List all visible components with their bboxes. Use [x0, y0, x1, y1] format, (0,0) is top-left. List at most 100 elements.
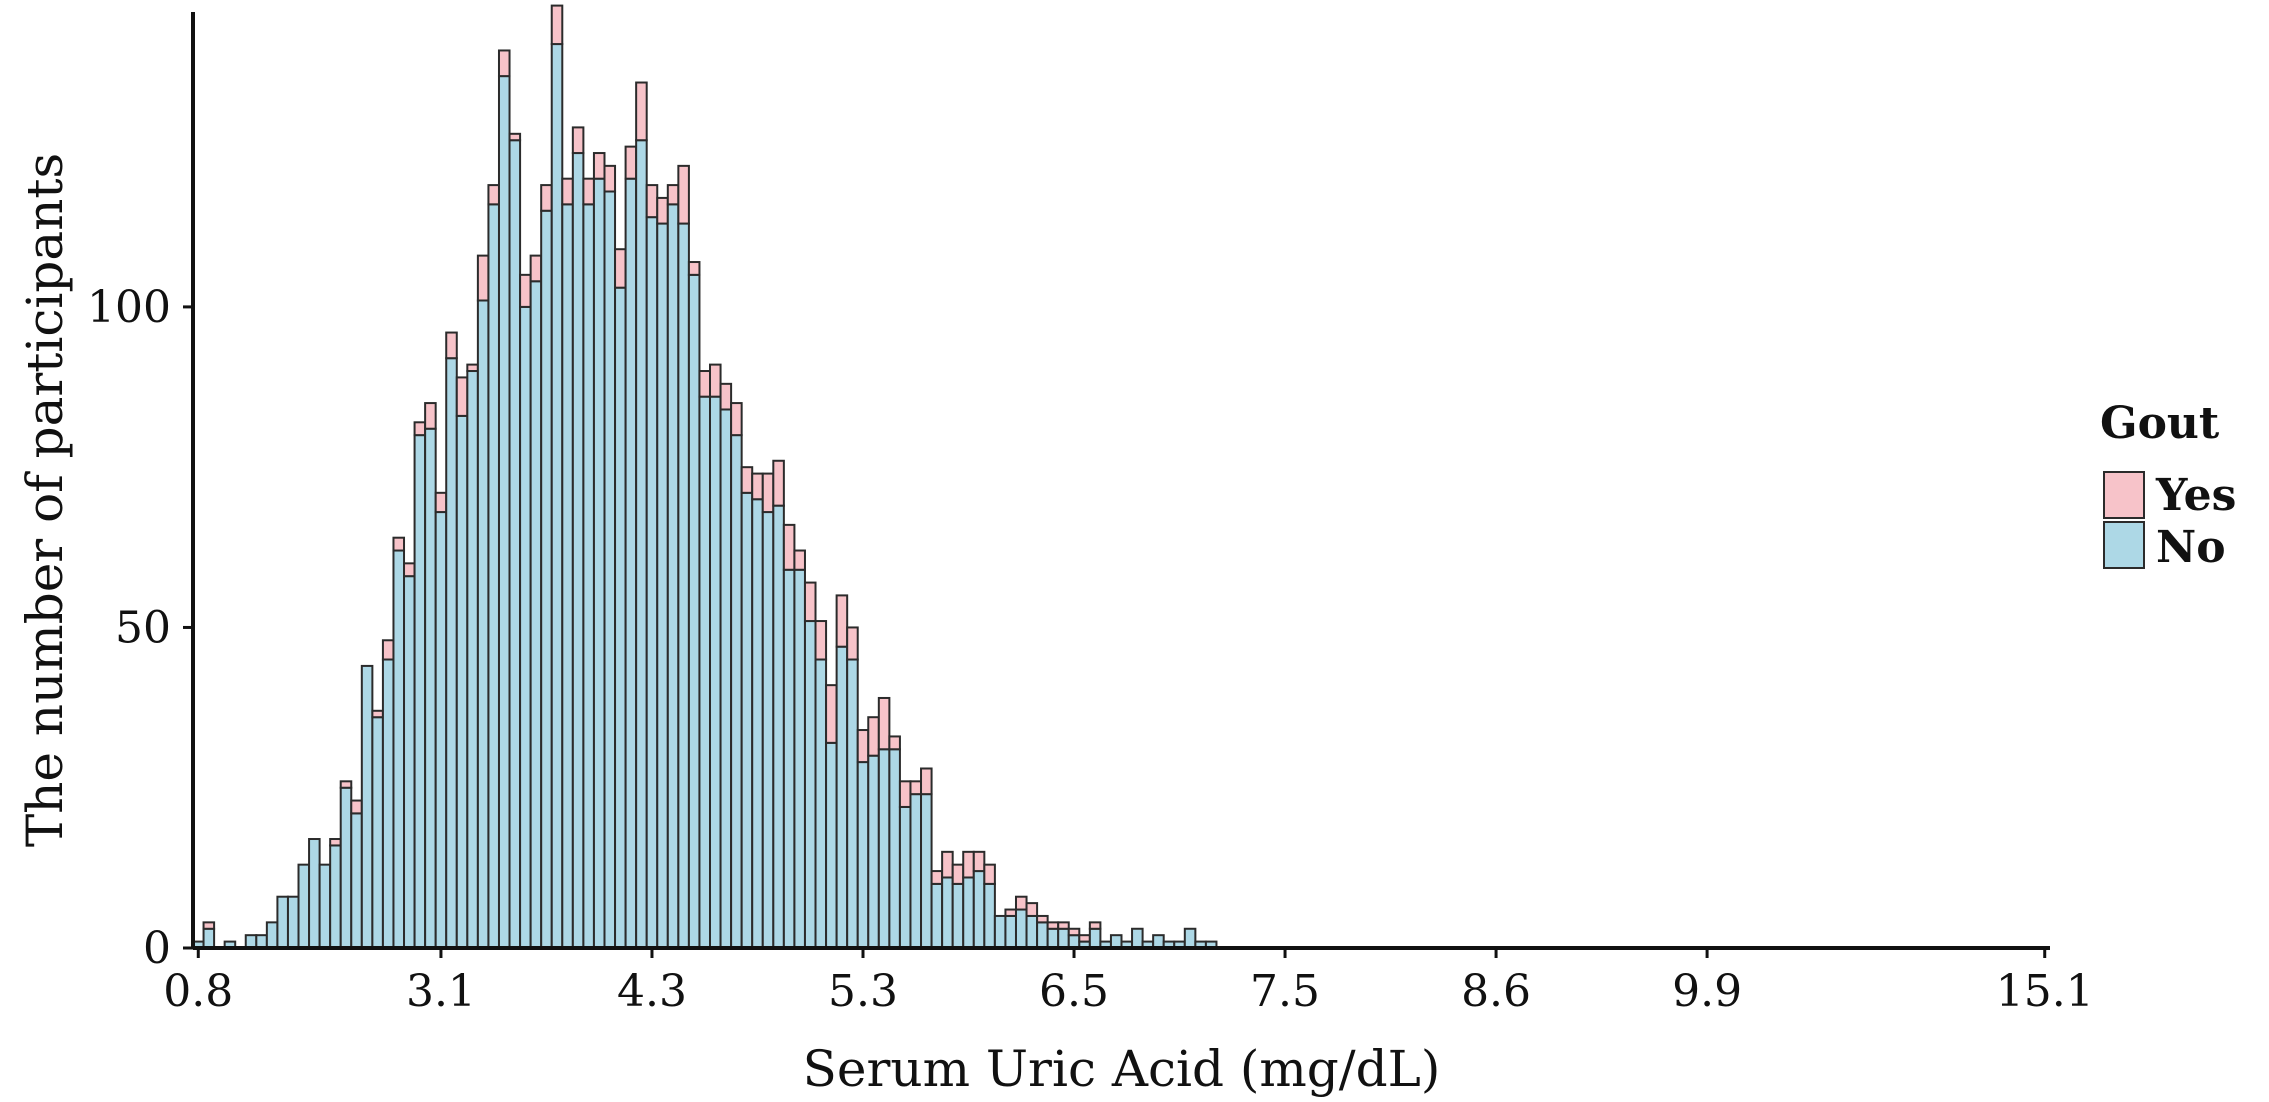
bar-yes-77 — [1004, 908, 1017, 917]
bar-yes-26 — [466, 363, 479, 373]
bar-no-52 — [740, 491, 754, 949]
bar-yes-36 — [571, 126, 585, 155]
bar-yes-47 — [687, 261, 701, 276]
bar-no-12 — [318, 863, 332, 949]
bar-yes-18 — [381, 639, 395, 661]
x-tick-label-4: 6.5 — [1039, 966, 1109, 1017]
bar-yes-23 — [434, 491, 448, 514]
bar-yes-59 — [814, 620, 828, 661]
bar-no-15 — [350, 812, 363, 950]
bar-yes-48 — [698, 370, 712, 398]
bar-no-72 — [951, 882, 965, 949]
bar-yes-54 — [761, 472, 775, 514]
bar-yes-64 — [867, 716, 880, 757]
legend: Gout Yes No — [2100, 398, 2236, 573]
bar-no-75 — [983, 882, 996, 949]
bar-yes-34 — [550, 4, 564, 46]
x-tick-label-3: 5.3 — [828, 966, 898, 1017]
bar-yes-13 — [329, 838, 342, 847]
bar-no-59 — [814, 658, 828, 949]
bar-no-77 — [1004, 914, 1017, 949]
bar-yes-72 — [951, 863, 965, 885]
bar-no-82 — [1057, 927, 1070, 950]
bar-yes-79 — [1025, 902, 1039, 917]
bar-yes-17 — [371, 709, 384, 719]
bar-yes-24 — [445, 331, 458, 360]
bar-yes-50 — [719, 382, 733, 411]
bar-no-38 — [592, 177, 606, 949]
bar-no-26 — [466, 370, 479, 950]
bar-yes-44 — [656, 196, 669, 225]
bar-yes-19 — [392, 536, 406, 552]
bar-no-40 — [614, 286, 627, 950]
bar-no-10 — [297, 863, 311, 949]
bar-no-45 — [666, 203, 680, 949]
bar-no-81 — [1046, 927, 1060, 950]
legend-swatch-no — [2103, 521, 2145, 569]
bar-no-76 — [993, 914, 1007, 949]
y-tick-label-0: 0 — [143, 923, 171, 974]
bar-yes-70 — [930, 870, 944, 885]
bar-no-65 — [877, 748, 891, 949]
bar-no-28 — [487, 203, 500, 949]
bar-yes-75 — [983, 863, 996, 885]
bar-yes-29 — [497, 49, 511, 78]
bar-yes-38 — [592, 152, 606, 180]
bar-no-11 — [308, 838, 321, 949]
bar-yes-62 — [846, 626, 859, 661]
bar-no-89 — [1131, 927, 1144, 950]
bar-yes-14 — [339, 780, 353, 789]
bar-yes-30 — [508, 132, 522, 142]
x-tick-label-8: 15.1 — [1996, 966, 2094, 1017]
bar-yes-60 — [825, 684, 838, 744]
bar-no-35 — [561, 203, 574, 949]
bar-no-27 — [476, 299, 490, 949]
bar-no-22 — [424, 427, 437, 949]
bar-yes-20 — [403, 562, 416, 578]
legend-swatch-yes — [2103, 471, 2145, 519]
bar-yes-69 — [920, 767, 933, 796]
bar-yes-37 — [582, 177, 595, 206]
bar-yes-31 — [519, 273, 532, 308]
bar-yes-52 — [740, 466, 754, 494]
bar-yes-71 — [941, 850, 954, 879]
bar-no-37 — [582, 203, 595, 949]
bar-no-44 — [656, 222, 669, 949]
bar-no-57 — [793, 568, 806, 949]
bar-no-85 — [1088, 927, 1102, 950]
bar-no-47 — [687, 273, 701, 949]
bar-yes-27 — [476, 254, 490, 302]
bar-yes-80 — [1036, 914, 1049, 924]
bar-no-7 — [265, 921, 279, 949]
bar-no-24 — [445, 357, 458, 949]
bar-no-33 — [540, 209, 553, 949]
bar-no-19 — [392, 549, 406, 950]
legend-label-no: No — [2156, 522, 2226, 573]
bar-yes-40 — [614, 248, 627, 289]
bar-no-30 — [508, 139, 522, 949]
bar-yes-28 — [487, 184, 500, 206]
bar-no-46 — [677, 222, 690, 949]
bar-no-55 — [772, 504, 785, 949]
bar-yes-61 — [835, 594, 849, 648]
bar-no-62 — [846, 658, 859, 949]
bar-yes-74 — [972, 850, 986, 873]
bar-no-41 — [624, 177, 638, 949]
bar-yes-67 — [898, 780, 912, 808]
bar-no-23 — [434, 511, 448, 949]
bar-yes-25 — [455, 376, 469, 417]
bar-no-79 — [1025, 914, 1039, 949]
bar-yes-22 — [424, 402, 437, 430]
bar-no-80 — [1036, 921, 1049, 949]
bar-no-14 — [339, 786, 353, 949]
bar-no-36 — [571, 152, 585, 950]
bar-no-74 — [972, 870, 986, 949]
bar-yes-57 — [793, 549, 806, 571]
x-tick-label-7: 9.9 — [1672, 966, 1742, 1017]
bar-no-66 — [888, 748, 901, 949]
bar-no-50 — [719, 408, 733, 950]
bar-yes-51 — [730, 402, 743, 437]
bar-yes-55 — [772, 459, 785, 507]
y-tick-label-2: 100 — [87, 282, 171, 333]
